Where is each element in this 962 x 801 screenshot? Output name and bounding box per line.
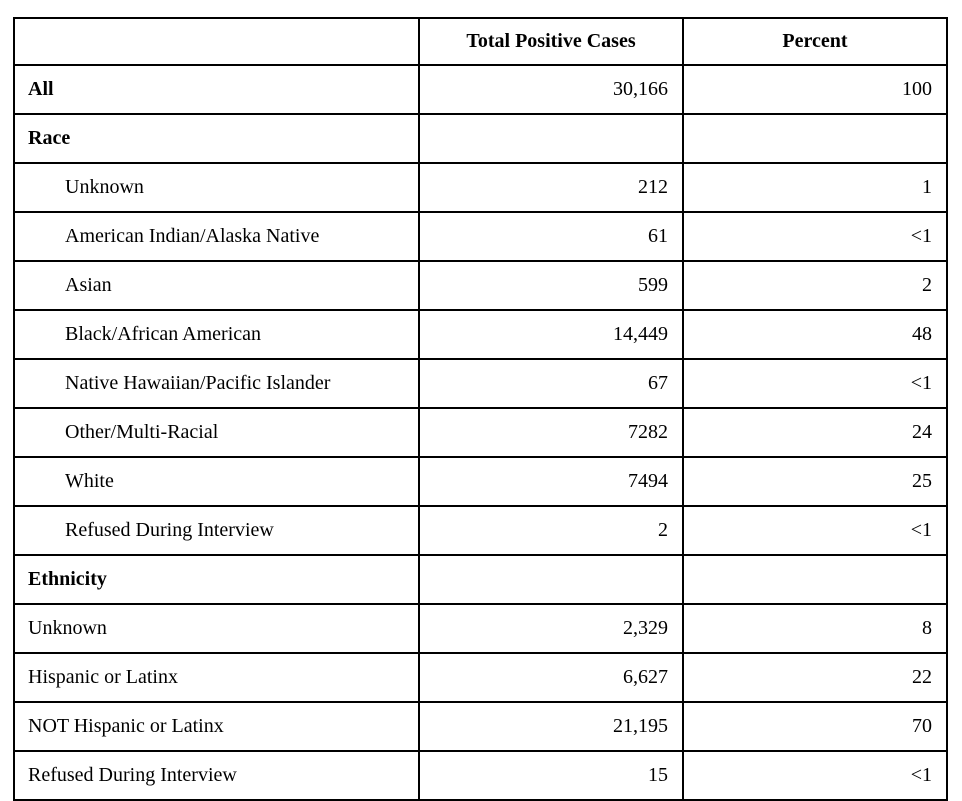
table-row: NOT Hispanic or Latinx 21,195 70 [13, 701, 948, 752]
total-positive-cases-cell [418, 554, 684, 605]
header-percent: Percent [682, 17, 948, 66]
row-label-cell: NOT Hispanic or Latinx [13, 701, 420, 752]
table-row: Hispanic or Latinx 6,627 22 [13, 652, 948, 703]
percent-cell: 24 [682, 407, 948, 458]
total-positive-cases-cell: 2 [418, 505, 684, 556]
percent-cell: 25 [682, 456, 948, 507]
table-row: Black/African American 14,449 48 [13, 309, 948, 360]
header-category-blank [13, 17, 420, 66]
row-label-cell: Hispanic or Latinx [13, 652, 420, 703]
row-label-cell: Unknown [13, 162, 420, 213]
percent-cell: 1 [682, 162, 948, 213]
table-row: Unknown 212 1 [13, 162, 948, 213]
table-row: Native Hawaiian/Pacific Islander 67 <1 [13, 358, 948, 409]
percent-cell: 2 [682, 260, 948, 311]
row-label-cell: Refused During Interview [13, 505, 420, 556]
table-row: All 30,166 100 [13, 64, 948, 115]
row-label-cell: Asian [13, 260, 420, 311]
total-positive-cases-cell: 30,166 [418, 64, 684, 115]
total-positive-cases-cell: 67 [418, 358, 684, 409]
row-label-cell: All [13, 64, 420, 115]
row-label-cell: Ethnicity [13, 554, 420, 605]
total-positive-cases-cell: 61 [418, 211, 684, 262]
row-label-cell: Race [13, 113, 420, 164]
row-label-cell: American Indian/Alaska Native [13, 211, 420, 262]
total-positive-cases-cell: 21,195 [418, 701, 684, 752]
table-row: Ethnicity [13, 554, 948, 605]
header-row: Total Positive Cases Percent [13, 17, 948, 66]
percent-cell: <1 [682, 505, 948, 556]
percent-cell: 100 [682, 64, 948, 115]
total-positive-cases-cell: 212 [418, 162, 684, 213]
percent-cell: <1 [682, 211, 948, 262]
table-row: Race [13, 113, 948, 164]
total-positive-cases-cell: 14,449 [418, 309, 684, 360]
table-row: Unknown 2,329 8 [13, 603, 948, 654]
total-positive-cases-cell: 2,329 [418, 603, 684, 654]
percent-cell [682, 113, 948, 164]
percent-cell: 22 [682, 652, 948, 703]
percent-cell: 70 [682, 701, 948, 752]
total-positive-cases-cell: 7494 [418, 456, 684, 507]
percent-cell: 8 [682, 603, 948, 654]
row-label-cell: Refused During Interview [13, 750, 420, 801]
table-row: American Indian/Alaska Native 61 <1 [13, 211, 948, 262]
table-row: Asian 599 2 [13, 260, 948, 311]
row-label-cell: Native Hawaiian/Pacific Islander [13, 358, 420, 409]
percent-cell: <1 [682, 750, 948, 801]
header-total-positive-cases: Total Positive Cases [418, 17, 684, 66]
table-row: Refused During Interview 15 <1 [13, 750, 948, 801]
percent-cell [682, 554, 948, 605]
table-row: White 7494 25 [13, 456, 948, 507]
table-row: Other/Multi-Racial 7282 24 [13, 407, 948, 458]
total-positive-cases-cell: 599 [418, 260, 684, 311]
percent-cell: <1 [682, 358, 948, 409]
total-positive-cases-cell [418, 113, 684, 164]
total-positive-cases-cell: 7282 [418, 407, 684, 458]
percent-cell: 48 [682, 309, 948, 360]
row-label-cell: Unknown [13, 603, 420, 654]
total-positive-cases-cell: 15 [418, 750, 684, 801]
table-body: All 30,166 100 Race Unknown 212 1 American Indi… [13, 64, 948, 801]
table-row: Refused During Interview 2 <1 [13, 505, 948, 556]
row-label-cell: Other/Multi-Racial [13, 407, 420, 458]
demographics-table: Total Positive Cases Percent All 30,166 10… [13, 17, 948, 801]
row-label-cell: White [13, 456, 420, 507]
total-positive-cases-cell: 6,627 [418, 652, 684, 703]
row-label-cell: Black/African American [13, 309, 420, 360]
